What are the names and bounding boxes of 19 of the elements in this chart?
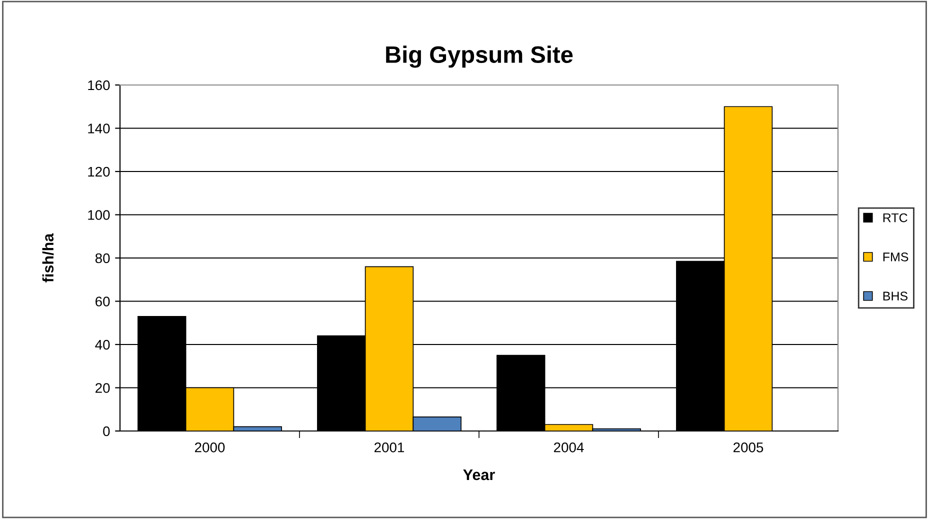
y-tick-label: 100: [88, 210, 110, 220]
legend-label: BHS: [883, 292, 908, 301]
x-axis-title: Year: [463, 470, 495, 480]
y-tick-label: 0: [103, 426, 110, 436]
y-axis-title: fish/ha: [42, 233, 54, 282]
y-tick-label: 140: [88, 124, 110, 134]
x-tick-label: 2004: [554, 442, 584, 452]
chart-title: Big Gypsum Site: [386, 46, 573, 68]
legend-label: RTC: [883, 213, 908, 222]
x-tick-label: 2001: [374, 442, 404, 452]
y-tick-label: 160: [88, 80, 110, 90]
y-tick-label: 60: [96, 296, 110, 306]
y-tick-label: 20: [96, 383, 110, 393]
y-tick-label: 40: [95, 340, 110, 350]
x-tick-label: 2000: [195, 442, 225, 452]
y-tick-label: 120: [88, 166, 110, 177]
x-tick-label: 2005: [734, 442, 764, 452]
legend-label: FMS: [883, 252, 908, 262]
y-tick-label: 80: [95, 253, 110, 264]
